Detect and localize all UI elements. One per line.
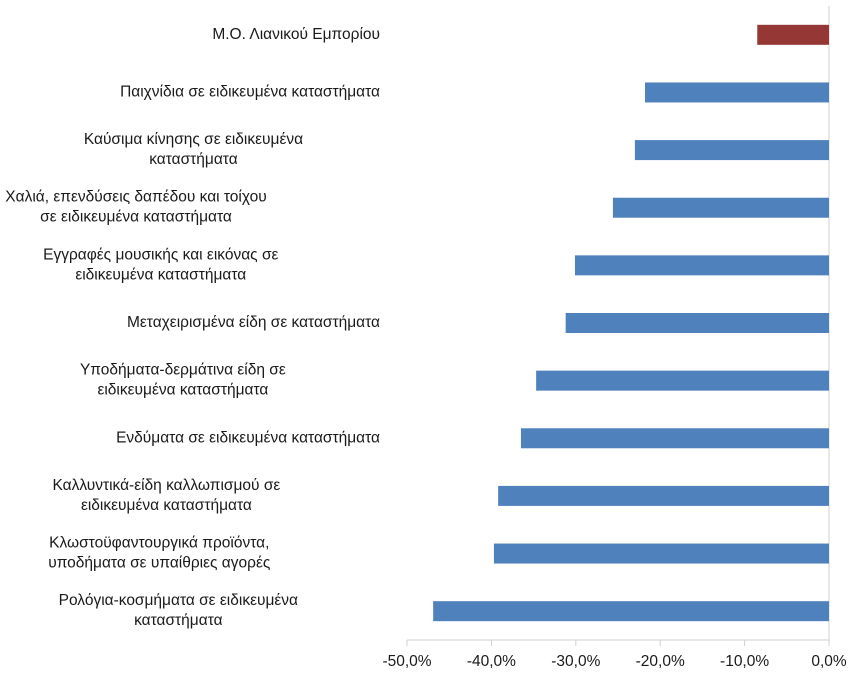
x-tick-label: -10,0% xyxy=(720,653,769,670)
bar xyxy=(574,255,829,276)
bar xyxy=(433,601,829,622)
category-label: Χαλιά, επενδύσεις δαπέδου και τοίχου σε ε… xyxy=(5,189,266,226)
x-tick-label: -20,0% xyxy=(636,653,685,670)
category-label: Καύσιμα κίνησης σε ειδικευμένα καταστήματ… xyxy=(84,131,303,168)
category-label: Παιχνίδια σε ειδικευμένα καταστήματα xyxy=(120,84,380,101)
x-tick-label: -40,0% xyxy=(467,653,516,670)
bar xyxy=(536,370,829,391)
x-tick-label: 0,0% xyxy=(811,653,847,670)
x-tick-label: -30,0% xyxy=(551,653,600,670)
bar xyxy=(498,485,829,506)
bar xyxy=(612,197,829,218)
bar xyxy=(520,428,829,449)
x-tick-label: -50,0% xyxy=(382,653,431,670)
bar xyxy=(757,24,829,45)
category-label: Υποδήματα-δερμάτινα είδη σε ειδικευμένα κ… xyxy=(80,362,286,399)
category-label: Εγγραφές μουσικής και εικόνας σε ειδικευμ… xyxy=(43,246,278,283)
category-label: Μ.Ο. Λιανικού Εμπορίου xyxy=(212,26,380,43)
category-label: Κλωστοϋφαντουργικά προϊόντα, υποδήματα σε… xyxy=(48,535,270,572)
bar xyxy=(645,82,829,103)
bar xyxy=(493,543,829,564)
bar xyxy=(634,140,829,161)
category-label: Μεταχειρισμένα είδη σε καταστήματα xyxy=(127,314,380,331)
category-label: Καλλυντικά-είδη καλλωπισμού σε ειδικευμέν… xyxy=(52,477,280,514)
bar xyxy=(565,313,829,333)
category-label: Ενδύματα σε ειδικευμένα καταστήματα xyxy=(116,429,380,446)
category-label: Ρολόγια-κοσμήματα σε ειδικευμένα καταστήμ… xyxy=(59,592,298,629)
